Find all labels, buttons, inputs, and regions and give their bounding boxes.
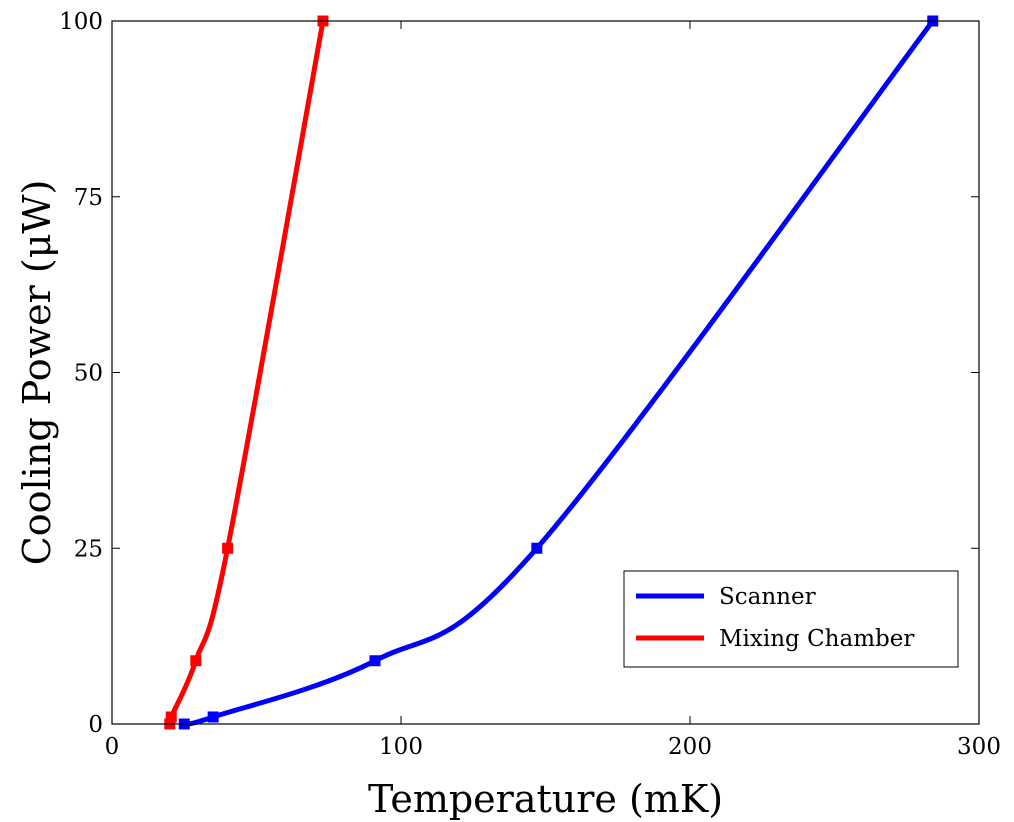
y-tick-label: 75 [74,185,103,211]
x-tick-label: 100 [379,734,423,760]
y-tick-label: 0 [88,712,103,738]
x-tick-label: 0 [105,734,120,760]
y-tick-label: 100 [59,9,103,35]
x-axis-title: Temperature (mK) [368,777,723,821]
legend-label-scanner: Scanner [719,584,816,610]
data-point-scanner [207,711,219,723]
axis-tick-labels: 0 100 200 300 0 25 50 75 100 [59,9,1001,760]
y-axis-title: Cooling Power (μW) [15,180,59,566]
axis-ticks [111,20,980,725]
data-point-mixing-chamber [165,711,177,723]
y-tick-label: 50 [74,361,103,387]
legend-label-mixing-chamber: Mixing Chamber [719,626,914,652]
series-line-mixing-chamber [166,20,326,727]
series-line-scanner [183,19,935,727]
data-point-scanner [531,542,543,554]
data-point-mixing-chamber [222,542,234,554]
x-tick-label: 300 [957,734,1001,760]
legend-box [623,570,959,668]
data-point-mixing-chamber [190,655,202,667]
y-tick-label: 25 [74,536,103,562]
data-point-scanner [369,655,381,667]
x-tick-label: 200 [668,734,712,760]
legend: Scanner Mixing Chamber [623,570,959,668]
